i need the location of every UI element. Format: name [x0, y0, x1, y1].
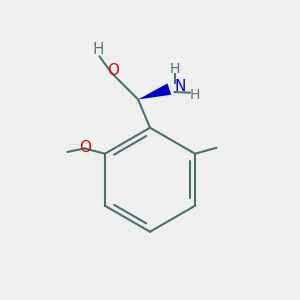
Text: H: H	[190, 88, 200, 102]
Polygon shape	[138, 83, 171, 100]
Text: O: O	[107, 63, 119, 78]
Text: O: O	[79, 140, 91, 155]
Text: N: N	[174, 79, 186, 94]
Text: H: H	[92, 42, 104, 57]
Text: H: H	[169, 62, 180, 76]
